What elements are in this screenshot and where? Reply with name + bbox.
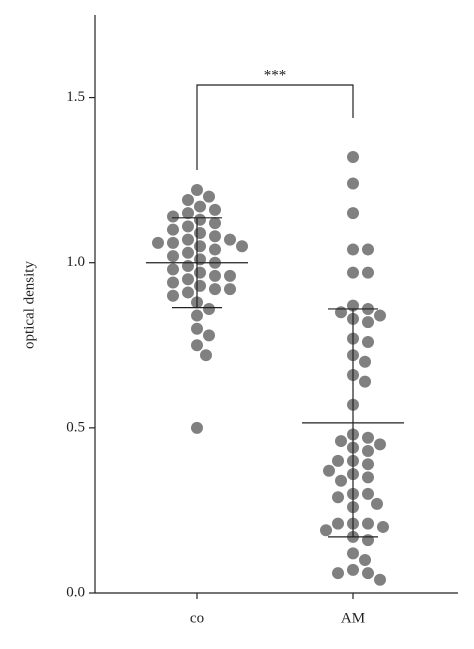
data-point	[182, 246, 194, 259]
data-point	[362, 444, 374, 457]
data-point	[203, 190, 215, 203]
data-point	[194, 226, 206, 239]
data-point	[359, 355, 371, 368]
data-point	[347, 547, 359, 560]
data-point	[362, 266, 374, 279]
data-point	[347, 266, 359, 279]
y-axis-label: optical density	[21, 261, 37, 349]
data-point	[194, 253, 206, 266]
data-point	[191, 184, 203, 197]
data-point	[362, 458, 374, 471]
data-point	[191, 322, 203, 335]
data-point	[200, 349, 212, 362]
y-tick-label: 1.0	[66, 254, 85, 270]
data-point	[362, 517, 374, 530]
data-point	[320, 524, 332, 537]
data-point	[347, 151, 359, 164]
data-point	[374, 438, 386, 451]
data-point	[377, 520, 389, 533]
data-point	[209, 217, 221, 230]
data-point	[194, 200, 206, 213]
data-point	[209, 283, 221, 296]
data-point	[209, 243, 221, 256]
data-point	[194, 279, 206, 292]
data-point	[362, 243, 374, 256]
data-point	[182, 286, 194, 299]
data-point	[167, 263, 179, 276]
data-point	[224, 283, 236, 296]
y-tick-label: 0.0	[66, 584, 85, 600]
data-point	[362, 316, 374, 329]
data-point	[362, 567, 374, 580]
data-point	[182, 233, 194, 246]
data-point	[152, 236, 164, 249]
data-point	[209, 269, 221, 282]
data-point	[362, 487, 374, 500]
data-point	[335, 435, 347, 448]
data-point	[374, 309, 386, 322]
data-point	[332, 517, 344, 530]
data-point	[347, 207, 359, 220]
data-point	[359, 553, 371, 566]
data-point	[374, 573, 386, 586]
data-point	[362, 534, 374, 547]
data-point	[182, 193, 194, 206]
data-point	[203, 329, 215, 342]
data-point	[191, 309, 203, 322]
data-point	[209, 230, 221, 243]
data-point	[191, 339, 203, 352]
x-tick-label: AM	[341, 610, 365, 626]
data-point	[167, 236, 179, 249]
data-point	[335, 306, 347, 319]
data-point	[209, 203, 221, 216]
data-point	[194, 240, 206, 253]
significance-bracket	[196, 84, 354, 170]
data-point	[323, 464, 335, 477]
data-point	[362, 471, 374, 484]
data-point	[194, 266, 206, 279]
data-point	[224, 269, 236, 282]
data-point	[371, 497, 383, 510]
data-point	[362, 431, 374, 444]
data-point	[347, 177, 359, 190]
data-point	[332, 491, 344, 504]
data-point	[182, 207, 194, 220]
data-point	[359, 375, 371, 388]
data-point	[332, 454, 344, 467]
significance-label: ***	[264, 67, 287, 83]
data-point	[182, 273, 194, 286]
data-point	[194, 213, 206, 226]
data-point	[167, 210, 179, 223]
data-point	[182, 220, 194, 233]
data-point	[362, 335, 374, 348]
data-point	[182, 260, 194, 273]
data-point	[203, 302, 215, 315]
data-point	[332, 567, 344, 580]
y-tick-label: 0.5	[66, 419, 85, 435]
data-point	[347, 563, 359, 576]
data-point	[347, 243, 359, 256]
data-point	[335, 474, 347, 487]
data-point	[224, 233, 236, 246]
data-point	[167, 250, 179, 263]
data-point	[167, 223, 179, 236]
y-tick-label: 1.5	[66, 89, 85, 105]
data-point	[236, 240, 248, 253]
x-tick-label: co	[190, 610, 204, 626]
data-point	[167, 276, 179, 289]
data-point	[191, 421, 203, 434]
data-point	[167, 289, 179, 302]
